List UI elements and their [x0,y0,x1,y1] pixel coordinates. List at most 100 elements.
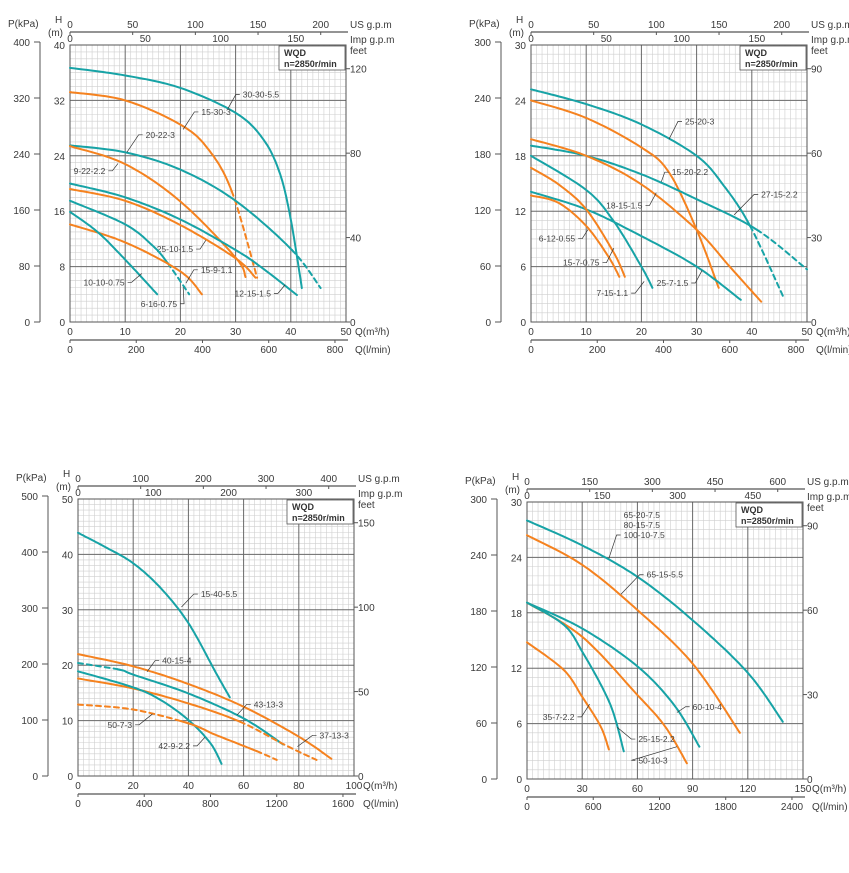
imp-gpm-axis-title: Imp g.p.m [811,35,849,46]
lpm-tick-label: 800 [327,345,344,356]
h-tick-label: 0 [516,775,522,786]
h-axis-unit: (m) [56,482,71,493]
pump-curve-10-10-0.75: 10-10-0.75 [69,210,159,296]
us-gpm-tick-label: 100 [132,474,149,485]
curve-line [69,144,293,251]
plot-frame [526,501,804,780]
h-tick-label: 40 [62,550,74,561]
curve-line [69,188,257,279]
curve-label: 50-10-3 [638,755,668,765]
plot-frame [530,44,808,323]
lpm-tick-label: 600 [721,345,738,356]
curve-line [530,88,752,227]
h-tick-label: 24 [515,96,527,107]
imp-gpm-tick-label: 150 [288,34,305,45]
curve-label: 15-7-0.75 [563,258,600,268]
h-tick-label: 12 [511,664,523,675]
curve-line [526,601,701,748]
feet-tick-label: 40 [350,234,362,245]
imp-gpm-tick-label: 150 [594,491,611,502]
p-tick-label: 320 [13,94,30,105]
pump-curve-15-30-3: 15-30-3 [69,91,259,279]
feet-axis-title: feet [811,46,828,57]
label-leader-line [108,163,119,172]
h-axis-title: H [63,469,70,480]
pump-chart-2: 0612182430H(m)060120180240300P(kPa)03060… [469,15,849,356]
curve-label: 15-30-3 [201,107,231,117]
h-axis-unit: (m) [509,28,524,39]
lpm-tick-label: 0 [75,799,81,810]
label-leader-line [196,240,207,250]
pump-curve-42-9-2.2: 42-9-2.2 [77,670,223,765]
curve-line [526,534,741,734]
curve-line [530,190,742,301]
feet-tick-label: 80 [350,149,362,160]
feet-axis-title: feet [807,503,824,514]
p-tick-label: 180 [470,607,487,618]
q-tick-label: 30 [691,327,703,338]
lpm-tick-label: 1200 [648,802,671,813]
curve-line-dashed [239,720,318,761]
curve-label: 10-10-0.75 [84,277,125,287]
p-tick-label: 180 [474,150,491,161]
p-tick-label: 120 [470,663,487,674]
curve-line-dashed [255,750,278,761]
imp-gpm-tick-label: 0 [524,491,530,502]
p-tick-label: 300 [470,495,487,506]
pump-curve-65-15-5.5: 65-15-5.5 [526,534,741,734]
curve-line-dashed [77,703,178,721]
curve-line-dashed [755,228,808,271]
curve-line [69,210,159,296]
model-info-box [278,45,346,71]
p-tick-label: 200 [21,660,38,671]
q-tick-label: 40 [746,327,758,338]
pump-curve-25-20-3: 25-20-3 [530,88,785,299]
q-axis-title: Q(m³/h) [363,781,397,792]
us-gpm-tick-label: 200 [312,20,329,31]
us-gpm-tick-label: 150 [250,20,267,31]
h-tick-label: 30 [62,606,74,617]
curve-line [526,519,784,723]
h-axis-unit: (m) [505,485,520,496]
imp-gpm-tick-label: 100 [145,488,162,499]
feet-tick-label: 60 [807,606,819,617]
rated-speed: n=2850r/min [292,513,345,523]
p-tick-label: 240 [470,551,487,562]
lpm-tick-label: 600 [585,802,602,813]
h-tick-label: 24 [511,553,523,564]
h-tick-label: 6 [516,720,522,731]
p-tick-label: 300 [21,604,38,615]
label-leader-line [668,121,683,140]
q-tick-label: 80 [293,781,305,792]
h-tick-label: 40 [54,41,66,52]
feet-axis-title: feet [350,46,367,57]
pump-curve-6-16-0.75: 6-16-0.75 [69,199,191,309]
pump-curve-25-10-1.5: 25-10-1.5 [69,188,257,279]
curve-label: 43-13-3 [254,699,284,709]
curve-label: 35-7-2.2 [543,712,575,722]
p-tick-label: 300 [474,38,491,49]
p-axis-title: P(kPa) [469,19,500,30]
pump-curve-15-9-1.1: 15-9-1.1 [69,223,233,296]
curve-line [530,138,763,303]
label-leader-line [676,706,690,713]
feet-tick-label: 30 [807,691,819,702]
us-gpm-tick-label: 0 [528,20,534,31]
label-leader-line [578,229,589,240]
us-gpm-tick-label: 0 [67,20,73,31]
p-tick-label: 400 [21,548,38,559]
lpm-tick-label: 1600 [332,799,355,810]
plot-frame [77,498,355,777]
lpm-axis-title: Q(l/min) [816,345,849,356]
lpm-tick-label: 800 [202,799,219,810]
us-gpm-tick-label: 400 [320,474,337,485]
imp-gpm-tick-label: 0 [75,488,81,499]
imp-gpm-tick-label: 450 [745,491,762,502]
label-leader-line [273,284,286,294]
q-axis-title: Q(m³/h) [812,784,846,795]
feet-tick-label: 120 [350,65,367,76]
p-tick-label: 60 [476,719,488,730]
label-leader-line [135,713,153,726]
label-leader-line [181,593,198,608]
